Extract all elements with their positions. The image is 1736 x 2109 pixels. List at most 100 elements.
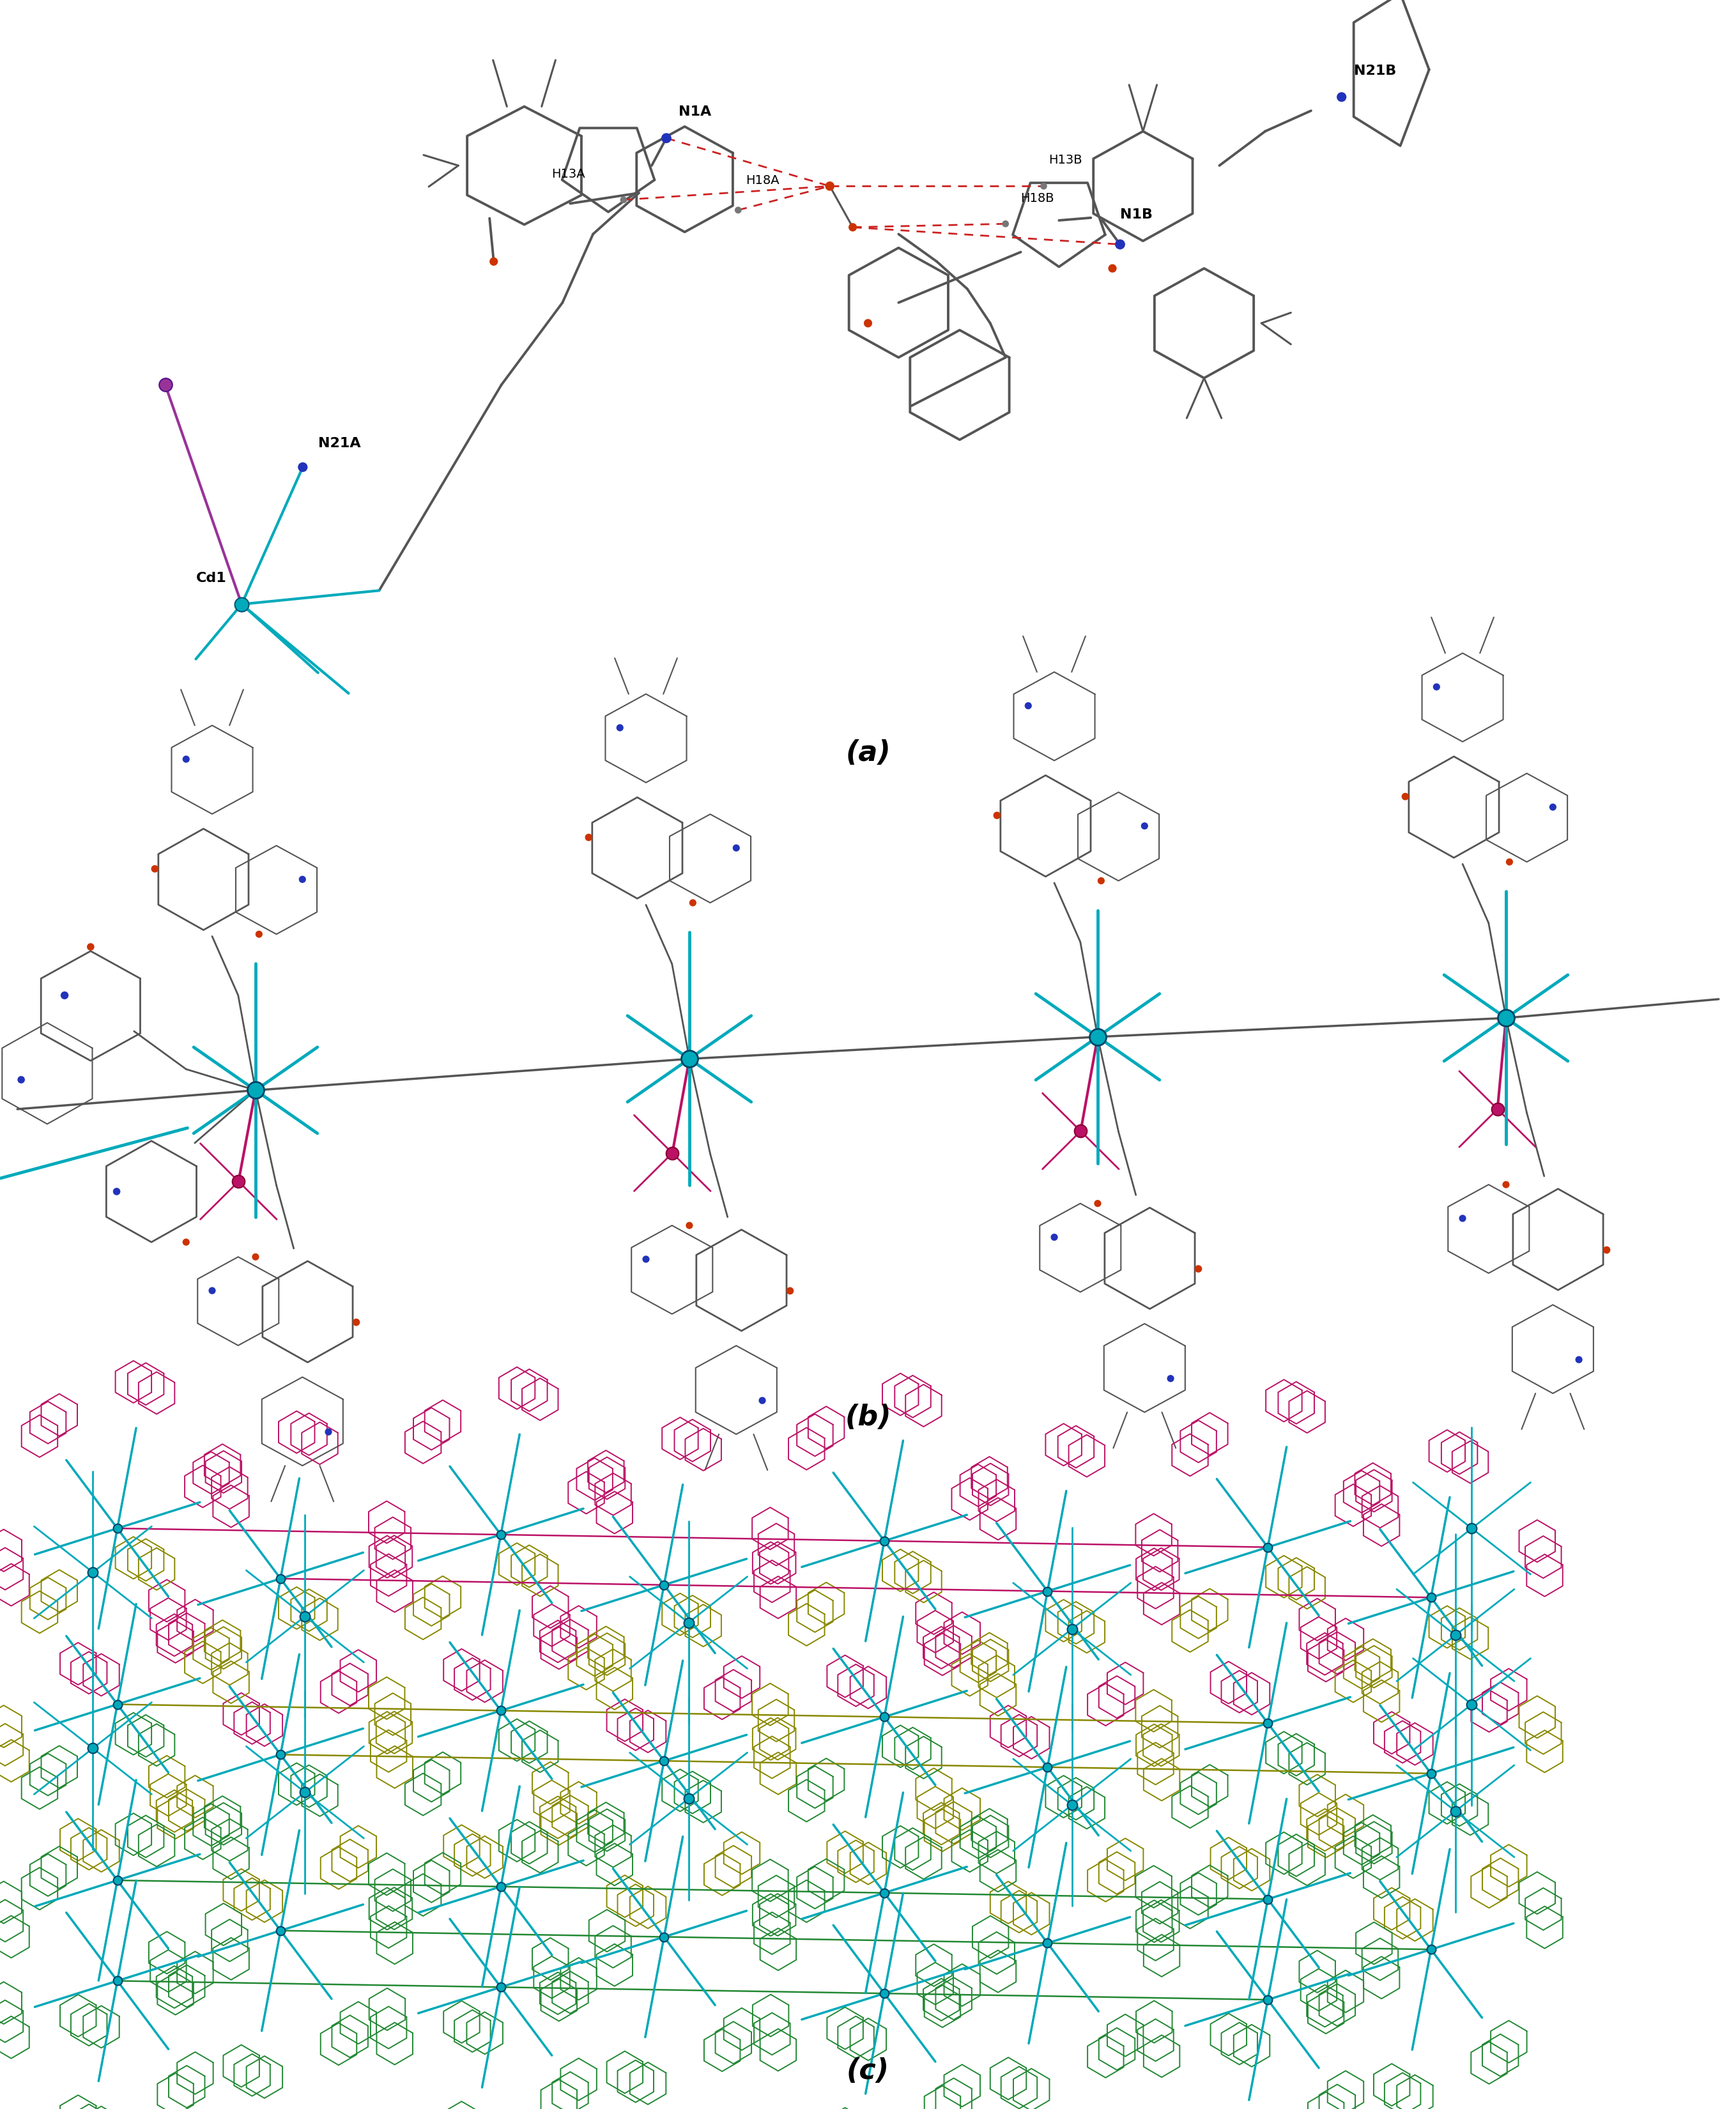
Point	[1594, 1234, 1621, 1268]
Point	[649, 1744, 677, 1778]
Point	[267, 1913, 295, 1947]
Point	[486, 1970, 514, 2004]
Point	[575, 820, 602, 854]
Text: H13A: H13A	[552, 169, 585, 179]
Point	[1083, 1187, 1111, 1221]
Point	[1057, 1788, 1087, 1822]
Text: (b): (b)	[845, 1402, 891, 1432]
Point	[1491, 1168, 1521, 1202]
Point	[870, 1700, 898, 1734]
Point	[675, 1208, 703, 1242]
Point	[991, 207, 1019, 240]
Point	[151, 367, 179, 401]
Point	[679, 886, 707, 920]
Point	[1538, 791, 1566, 825]
Point	[1417, 1580, 1444, 1613]
Point	[1491, 1002, 1521, 1036]
Point	[1253, 1706, 1281, 1740]
Point	[172, 742, 200, 776]
Point	[1391, 780, 1418, 814]
Text: N1A: N1A	[679, 105, 712, 118]
Text: H18B: H18B	[1021, 192, 1054, 205]
Point	[854, 306, 882, 340]
Point	[1422, 671, 1450, 704]
Point	[1099, 251, 1127, 285]
Point	[870, 1525, 898, 1559]
Point	[1083, 1021, 1111, 1054]
Point	[80, 1556, 108, 1590]
Point	[1458, 1512, 1486, 1546]
Point	[241, 1073, 269, 1107]
Point	[1566, 1343, 1594, 1377]
Point	[816, 169, 844, 202]
Point	[227, 586, 255, 620]
Point	[198, 1274, 226, 1308]
Point	[1033, 1926, 1061, 1959]
Point	[1417, 1757, 1444, 1791]
Text: N21A: N21A	[318, 437, 361, 449]
Point	[1033, 1573, 1061, 1607]
Point	[870, 1976, 898, 2010]
Point	[1033, 1750, 1061, 1784]
Point	[1458, 1687, 1486, 1721]
Point	[292, 1599, 319, 1632]
Point	[609, 183, 637, 217]
Point	[486, 1518, 514, 1552]
Point	[722, 831, 750, 865]
Point	[675, 1042, 703, 1076]
Point	[1441, 1795, 1469, 1829]
Point	[658, 1137, 686, 1170]
Point	[104, 1963, 132, 1997]
Point	[675, 1782, 703, 1816]
Point	[1253, 1982, 1281, 2016]
Point	[776, 1274, 804, 1308]
Point	[1484, 1092, 1512, 1126]
Text: Cd1: Cd1	[196, 572, 226, 584]
Point	[486, 1694, 514, 1727]
Point	[748, 1384, 776, 1417]
Point	[1156, 1362, 1184, 1396]
Text: H18A: H18A	[746, 175, 779, 188]
Text: (a): (a)	[845, 738, 891, 768]
Point	[1029, 169, 1057, 202]
Text: N21B: N21B	[1354, 65, 1396, 78]
Point	[1495, 846, 1522, 879]
Point	[104, 1687, 132, 1721]
Point	[314, 1415, 342, 1449]
Point	[1040, 1221, 1068, 1255]
Point	[1253, 1881, 1281, 1915]
Point	[1184, 1253, 1212, 1286]
Point	[102, 1175, 130, 1208]
Point	[1441, 1618, 1469, 1651]
Point	[141, 852, 168, 886]
Point	[1448, 1202, 1476, 1236]
Point	[606, 711, 634, 744]
Point	[267, 1563, 295, 1597]
Point	[479, 245, 507, 278]
Point	[649, 1569, 677, 1603]
Point	[1417, 1932, 1444, 1966]
Point	[172, 1225, 200, 1259]
Point	[1087, 865, 1115, 898]
Point	[80, 1731, 108, 1765]
Point	[653, 120, 681, 154]
Point	[241, 1240, 269, 1274]
Text: H13B: H13B	[1049, 154, 1082, 167]
Point	[342, 1305, 370, 1339]
Point	[104, 1864, 132, 1898]
Point	[486, 1871, 514, 1904]
Point	[1130, 810, 1158, 844]
Point	[1014, 690, 1042, 723]
Point	[50, 979, 78, 1012]
Point	[649, 1919, 677, 1953]
Point	[870, 1877, 898, 1911]
Point	[267, 1738, 295, 1772]
Point	[1328, 80, 1356, 114]
Point	[288, 863, 316, 896]
Point	[1057, 1611, 1087, 1645]
Point	[292, 1776, 319, 1810]
Text: N1B: N1B	[1120, 209, 1153, 221]
Point	[1066, 1114, 1095, 1147]
Point	[245, 917, 273, 951]
Point	[224, 1164, 252, 1198]
